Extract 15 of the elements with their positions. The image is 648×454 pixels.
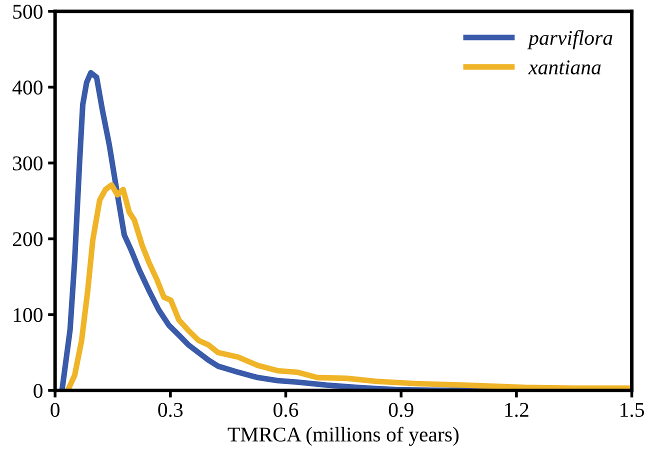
x-tick-label: 0.6 [274,402,298,417]
y-tick-label: 100 [14,308,42,322]
legend-label: xantiana [528,60,601,74]
y-tick-label: 300 [13,156,42,170]
x-axis-title: TMRCA (millions of years) [228,426,459,446]
y-tick-label: 400 [12,80,42,95]
y-tick-label: 500 [13,4,42,19]
x-tick-label: 0.9 [388,402,414,417]
x-tick-label: 0 [50,402,60,417]
x-tick-label: 0.3 [158,402,183,417]
y-tick-label: 0 [34,384,42,398]
legend-label: parviflora [527,30,612,50]
x-tick-label: 1.5 [620,402,644,417]
x-tick-label: 1.2 [505,402,528,417]
y-tick-label: 200 [12,232,42,246]
